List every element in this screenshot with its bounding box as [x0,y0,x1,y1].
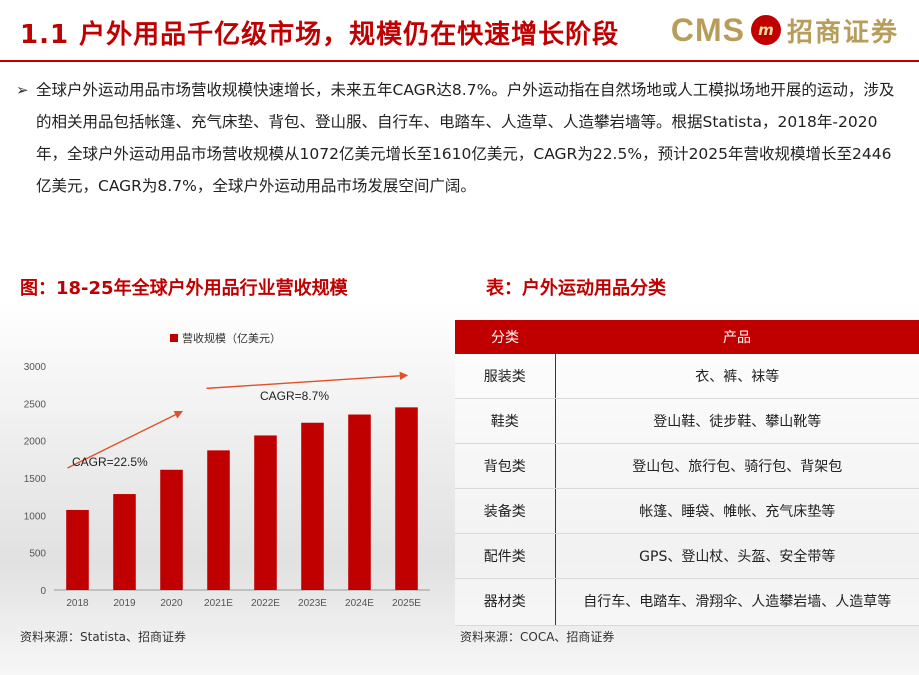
table-row: 服装类 衣、裤、袜等 [455,354,919,399]
cagr-label: CAGR=8.7% [260,389,329,403]
category-cell: 装备类 [455,488,556,534]
header-category: 分类 [455,320,555,354]
products-cell: 登山鞋、徒步鞋、攀山靴等 [555,398,919,444]
revenue-chart-svg: 营收规模（亿美元） 0 500 1000 1500 2000 2500 3000 2018 201… [24,331,430,609]
bullet-arrow-icon: ➢ [16,81,29,99]
legend-swatch [170,334,178,342]
header: 1.1 户外用品千亿级市场，规模仍在快速增长阶段 CMS m 招商证券 [0,0,919,62]
products-cell: 衣、裤、袜等 [555,354,919,399]
bar [113,494,136,590]
table-row: 鞋类 登山鞋、徒步鞋、攀山靴等 [455,398,919,444]
products-cell: 自行车、电踏车、滑翔伞、人造攀岩墙、人造草等 [555,578,919,626]
table-row: 器材类 自行车、电踏车、滑翔伞、人造攀岩墙、人造草等 [455,578,919,626]
y-tick-label: 1000 [24,511,47,522]
x-tick-label: 2023E [298,598,327,609]
logo-chinese-text: 招商证券 [786,17,899,48]
cms-logo: CMS m 招商证券 [671,10,899,50]
summary-bullet: ➢ 全球户外运动用品市场营收规模快速增长，未来五年CAGR达8.7%。户外运动指… [16,74,896,202]
title-divider [0,60,919,62]
logo-mark-icon: m [750,15,781,45]
revenue-chart: 营收规模（亿美元） 0 500 1000 1500 2000 2500 3000 2018 201… [10,320,440,620]
products-cell: 登山包、旅行包、骑行包、背架包 [555,443,919,489]
bar [254,435,277,590]
table-row: 背包类 登山包、旅行包、骑行包、背架包 [455,443,919,489]
category-cell: 器材类 [455,578,556,626]
bar [66,509,89,590]
bar [301,422,324,590]
y-tick-label: 3000 [24,362,47,373]
x-tick-label: 2021E [204,598,233,609]
cagr-label: CAGR=22.5% [72,455,148,469]
category-cell: 服装类 [455,354,556,399]
cagr-arrow [67,410,184,469]
table-row: 配件类 GPS、登山杖、头盔、安全带等 [455,533,919,579]
page-title: 1.1 户外用品千亿级市场，规模仍在快速增长阶段 [20,20,620,50]
y-tick-label: 1500 [24,474,47,485]
cagr-arrow [206,371,409,390]
bar [207,450,230,590]
table-source: 资料来源：COCA、招商证券 [460,630,615,644]
y-tick-label: 0 [40,586,46,597]
summary-text: 全球户外运动用品市场营收规模快速增长，未来五年CAGR达8.7%。户外运动指在自… [36,81,895,195]
category-table: 分类 产品 服装类 衣、裤、袜等 鞋类 登山鞋、徒步鞋、攀山靴等 背包类 登山包… [455,320,919,626]
table-row: 装备类 帐篷、睡袋、帷帐、充气床垫等 [455,488,919,534]
logo-text: CMS [670,11,745,48]
x-tick-label: 2025E [392,598,421,609]
products-cell: 帐篷、睡袋、帷帐、充气床垫等 [555,488,919,534]
category-cell: 鞋类 [455,398,556,444]
bar [160,469,183,590]
y-tick-label: 500 [29,549,46,560]
y-tick-label: 2000 [24,437,47,448]
figure-caption: 图：18-25年全球户外用品行业营收规模 [20,278,348,299]
table-caption: 表：户外运动用品分类 [486,278,666,299]
x-tick-label: 2018 [66,598,89,609]
legend-label: 营收规模（亿美元） [182,331,281,345]
x-tick-label: 2024E [345,598,374,609]
y-tick-label: 2500 [24,399,47,410]
header-products: 产品 [555,320,919,354]
x-tick-label: 2019 [113,598,136,609]
x-tick-label: 2022E [251,598,280,609]
bar [395,407,418,590]
table-header-row: 分类 产品 [455,320,919,354]
x-tick-label: 2020 [160,598,183,609]
category-cell: 配件类 [455,533,556,579]
bar [348,414,371,590]
category-cell: 背包类 [455,443,556,489]
products-cell: GPS、登山杖、头盔、安全带等 [555,533,919,579]
figure-source: 资料来源：Statista、招商证券 [20,630,187,644]
